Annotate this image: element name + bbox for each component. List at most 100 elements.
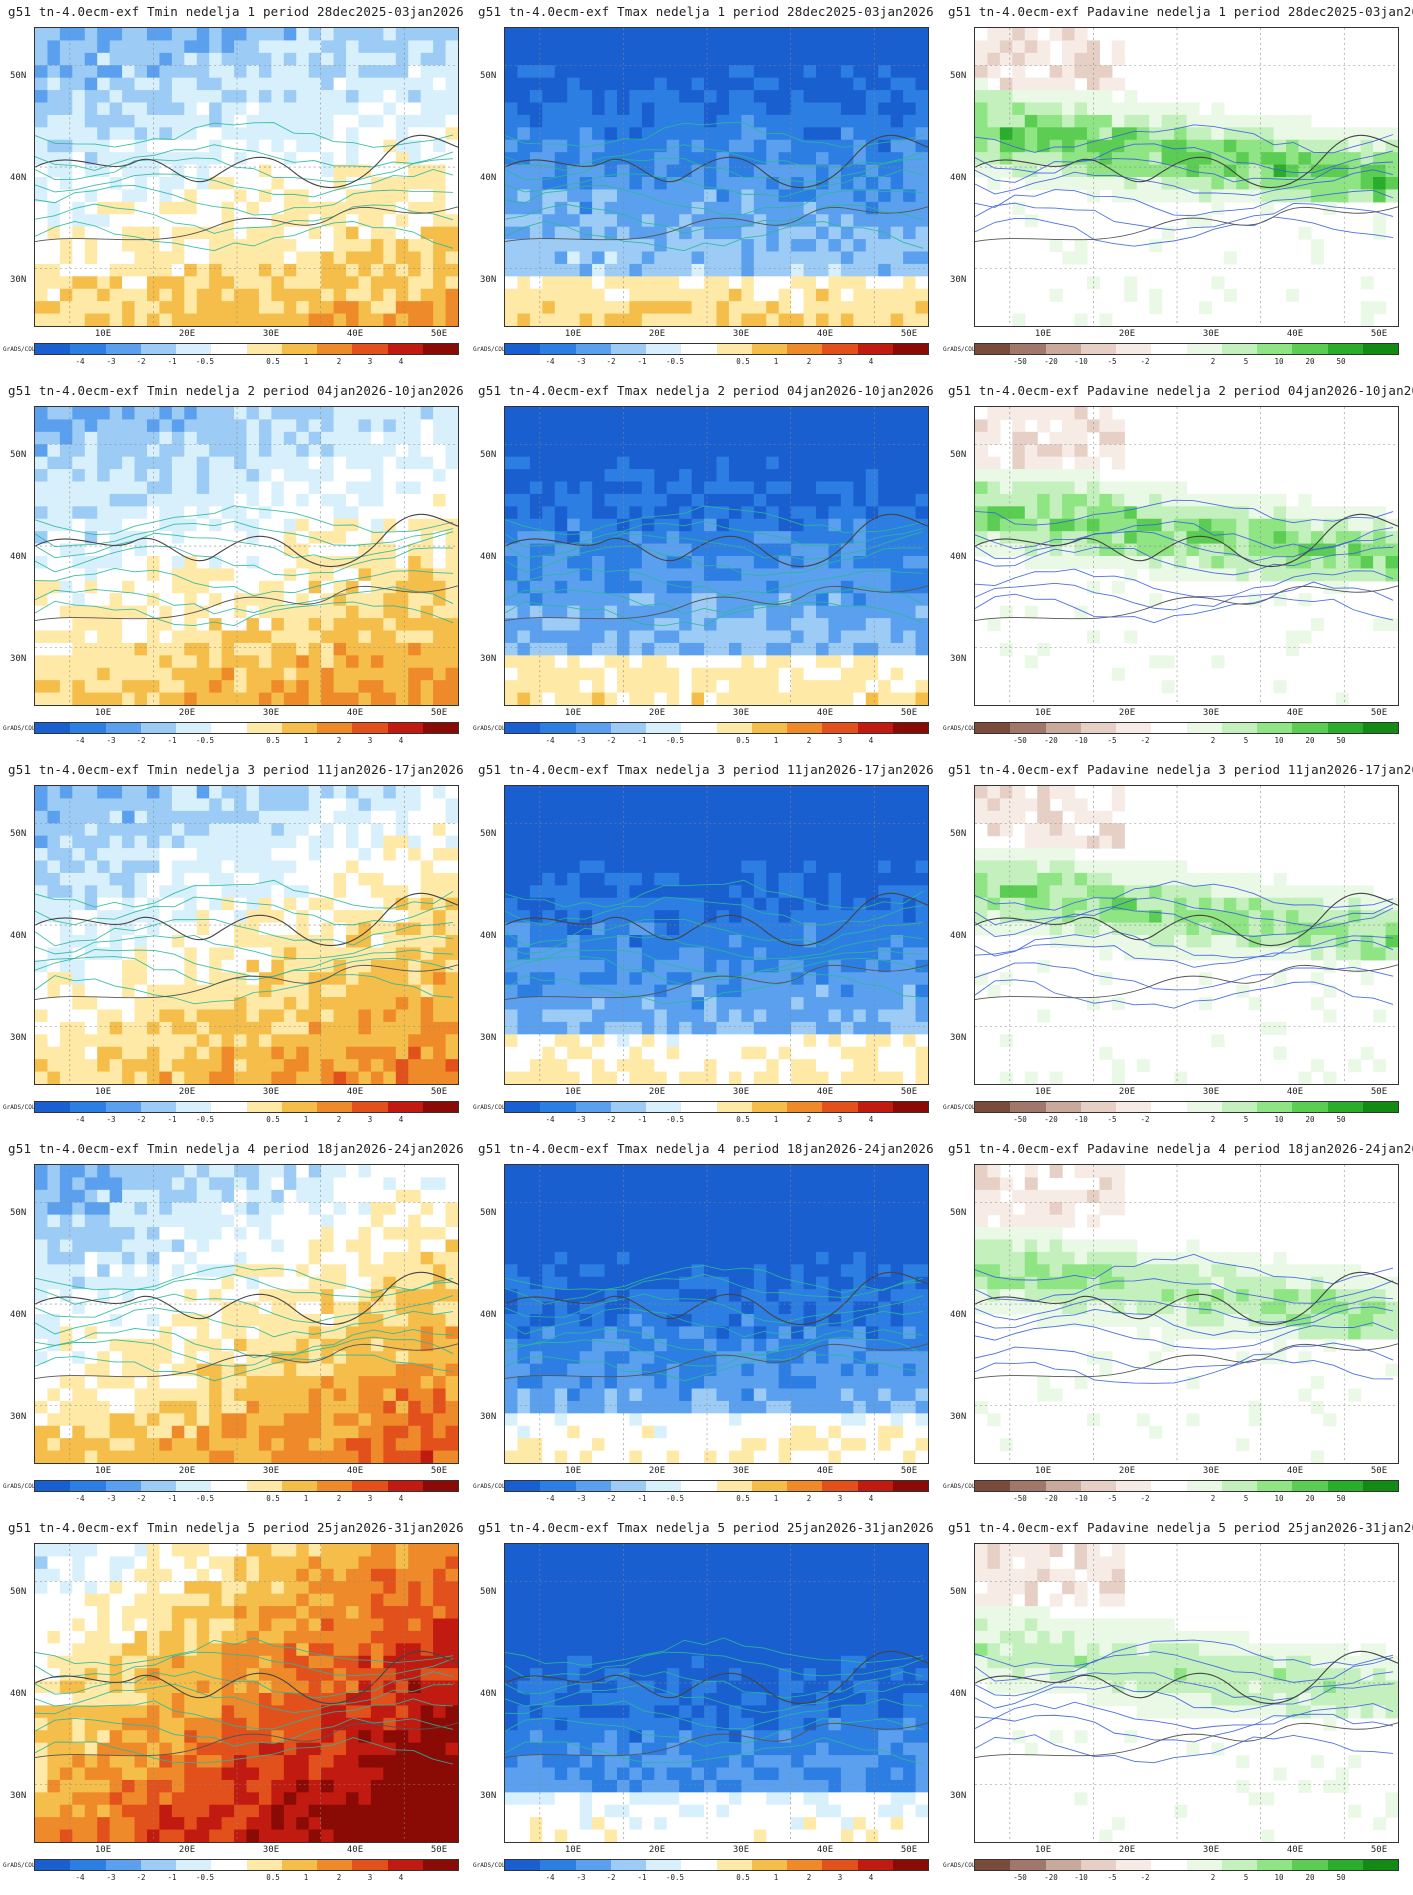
colorbar-label: 50 — [1336, 1873, 1346, 1882]
colorbar-swatch — [1010, 1860, 1046, 1870]
map-panel-padavine-week-2: g51 tn-4.0ecm-exf Padavine nedelja 2 per… — [940, 379, 1413, 758]
colorbar-swatch — [1327, 1481, 1363, 1491]
colorbar-swatch — [1045, 1102, 1081, 1112]
colorbar-labels: -4 -3 -2 -1 -0.5 0.5 1 2 3 4 — [34, 357, 459, 367]
colorbar-labels: -50 -20 -10 -5 -2 2 5 10 20 50 — [974, 736, 1399, 746]
map-field — [504, 785, 929, 1085]
colorbar-swatch — [787, 1860, 823, 1870]
map-panel-padavine-week-5: g51 tn-4.0ecm-exf Padavine nedelja 5 per… — [940, 1516, 1413, 1895]
colorbar-swatch — [105, 723, 141, 733]
colorbar-label: -0.5 — [195, 1873, 215, 1882]
lon-tick-label: 20E — [648, 329, 666, 339]
colorbar-swatch — [1257, 1860, 1293, 1870]
map-field — [974, 1164, 1399, 1464]
colorbar-swatch — [70, 723, 106, 733]
colorbar-swatch — [822, 1860, 858, 1870]
colorbar-swatch — [317, 1481, 353, 1491]
colorbar-swatch — [176, 723, 212, 733]
colorbar-swatch — [892, 1481, 928, 1491]
colorbar-swatch — [716, 723, 752, 733]
colorbar — [504, 1859, 929, 1871]
map-panel-tmax-week-5: g51 tn-4.0ecm-exf Tmax nedelja 5 period … — [470, 1516, 940, 1895]
colorbar-swatch — [1257, 723, 1293, 733]
lat-tick-label: 40N — [10, 931, 27, 941]
colorbar-swatch — [787, 1481, 823, 1491]
lon-tick-label: 50E — [430, 329, 448, 339]
colorbar-label: -10 — [1074, 1873, 1088, 1882]
lon-tick-label: 30E — [262, 708, 280, 718]
lon-tick-label: 50E — [900, 1087, 918, 1097]
colorbar-label: -2 — [1140, 1115, 1150, 1124]
lon-tick-label: 30E — [1202, 1845, 1220, 1855]
grads-credit: GrADS/COLA — [943, 725, 980, 732]
lon-tick-label: 30E — [732, 329, 750, 339]
colorbar-swatch — [1080, 1481, 1116, 1491]
colorbar-swatch — [281, 723, 317, 733]
lon-tick-label: 10E — [1034, 1466, 1052, 1476]
colorbar-swatch — [1151, 1481, 1187, 1491]
panel-title: g51 tn-4.0ecm-exf Tmax nedelja 1 period … — [478, 4, 934, 19]
panel-title: g51 tn-4.0ecm-exf Padavine nedelja 4 per… — [948, 1141, 1413, 1156]
colorbar-label: -4 — [75, 1494, 85, 1503]
colorbar-labels: -4 -3 -2 -1 -0.5 0.5 1 2 3 4 — [34, 1115, 459, 1125]
colorbar-swatch — [1116, 723, 1152, 733]
colorbar-swatch — [1045, 1481, 1081, 1491]
lat-tick-label: 30N — [10, 1033, 27, 1043]
colorbar — [974, 1859, 1399, 1871]
colorbar-swatch — [35, 344, 71, 354]
colorbar-swatch — [1080, 1860, 1116, 1870]
colorbar-label: 10 — [1274, 357, 1284, 366]
colorbar-swatch — [246, 344, 282, 354]
colorbar-swatch — [822, 344, 858, 354]
colorbar-swatch — [1116, 344, 1152, 354]
colorbar-swatch — [211, 1860, 247, 1870]
lat-tick-label: 40N — [480, 1689, 497, 1699]
colorbar-label: 0.5 — [736, 357, 750, 366]
colorbar — [34, 1859, 459, 1871]
colorbar-label: -0.5 — [665, 1494, 685, 1503]
colorbar-swatch — [281, 344, 317, 354]
colorbar-swatch — [540, 1860, 576, 1870]
colorbar-label: 0.5 — [736, 1873, 750, 1882]
colorbar-swatch — [575, 723, 611, 733]
lon-tick-label: 40E — [816, 329, 834, 339]
colorbar-swatch — [681, 344, 717, 354]
colorbar-swatch — [646, 1860, 682, 1870]
colorbar-label: 2 — [336, 736, 342, 745]
lon-tick-label: 30E — [732, 708, 750, 718]
colorbar-swatch — [422, 1102, 458, 1112]
lon-tick-label: 10E — [564, 708, 582, 718]
colorbar-label: 5 — [1243, 357, 1249, 366]
colorbar-swatch — [857, 344, 893, 354]
lon-tick-label: 50E — [900, 708, 918, 718]
lat-tick-label: 30N — [10, 654, 27, 664]
lon-tick-label: 30E — [1202, 708, 1220, 718]
colorbar-label: -20 — [1044, 1115, 1058, 1124]
colorbar-swatch — [1362, 1102, 1398, 1112]
lon-tick-label: 30E — [1202, 1466, 1220, 1476]
colorbar-label: 4 — [868, 736, 874, 745]
colorbar-swatch — [317, 1860, 353, 1870]
colorbar-swatch — [681, 1102, 717, 1112]
colorbar-swatch — [1327, 723, 1363, 733]
colorbar-swatch — [1292, 1481, 1328, 1491]
colorbar-swatch — [822, 1481, 858, 1491]
colorbar-swatch — [892, 1860, 928, 1870]
colorbar-swatch — [176, 344, 212, 354]
colorbar-swatch — [211, 1481, 247, 1491]
lon-tick-label: 50E — [1370, 1087, 1388, 1097]
lon-tick-label: 50E — [1370, 708, 1388, 718]
colorbar-label: 50 — [1336, 357, 1346, 366]
lon-tick-label: 20E — [178, 329, 196, 339]
colorbar-swatch — [1362, 1860, 1398, 1870]
colorbar-labels: -4 -3 -2 -1 -0.5 0.5 1 2 3 4 — [504, 1115, 929, 1125]
colorbar-swatch — [646, 1481, 682, 1491]
colorbar-swatch — [70, 1102, 106, 1112]
colorbar-swatch — [35, 723, 71, 733]
colorbar-swatch — [1257, 344, 1293, 354]
lon-tick-label: 30E — [732, 1087, 750, 1097]
colorbar-label: 1 — [773, 1873, 779, 1882]
colorbar-swatch — [422, 723, 458, 733]
lat-tick-label: 50N — [10, 71, 27, 81]
colorbar-label: 5 — [1243, 1494, 1249, 1503]
